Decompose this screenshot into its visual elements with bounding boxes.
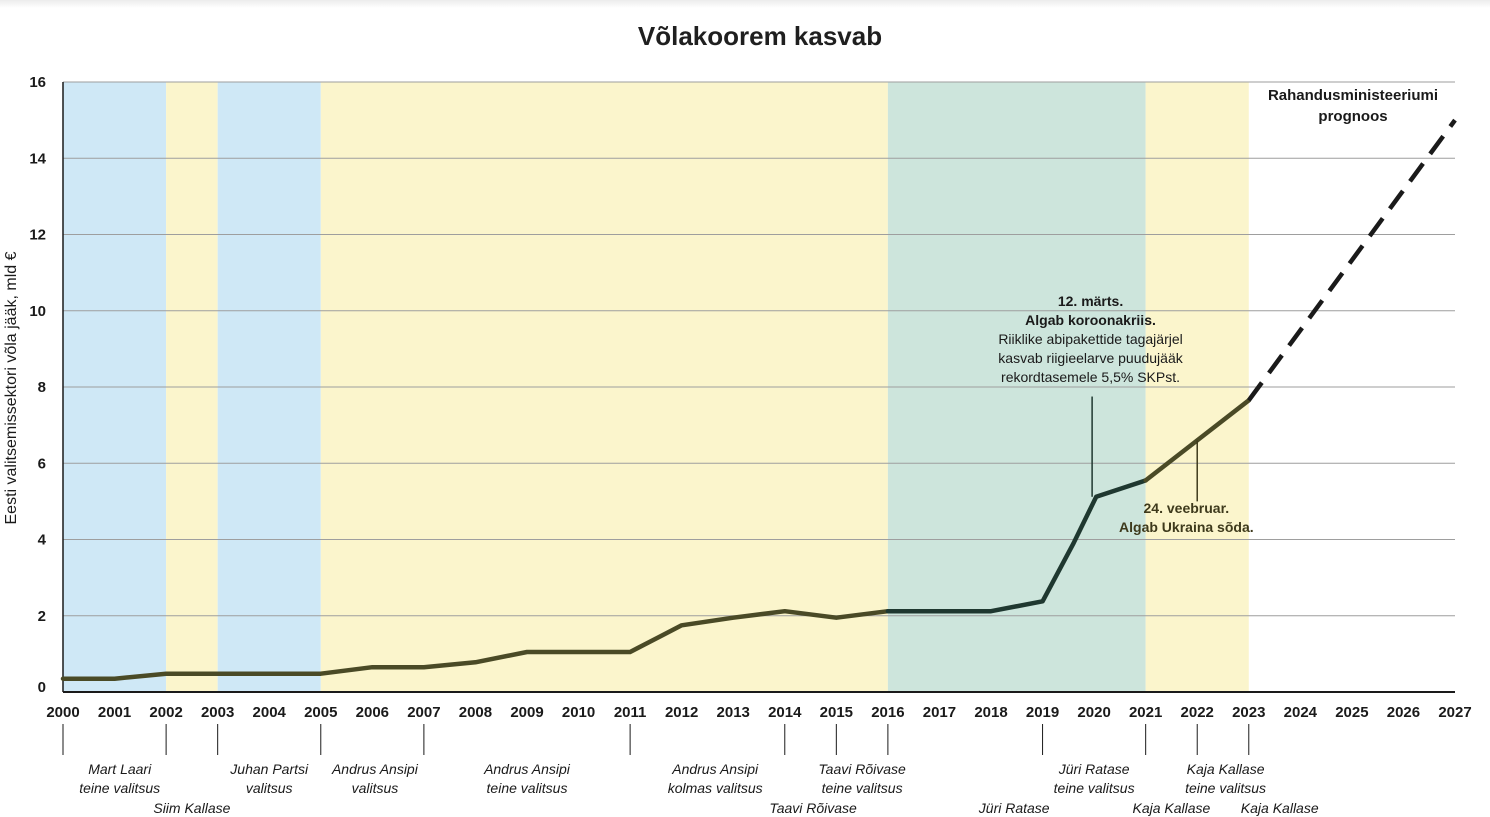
x-tick-label: 2007 [407, 704, 440, 721]
government-label: Juhan Partsi [229, 761, 309, 777]
y-tick-label: 14 [29, 150, 46, 167]
x-tick-label: 2008 [459, 704, 492, 721]
covid-annotation-line: 12. märts. [1058, 293, 1123, 309]
x-tick-label: 2018 [974, 704, 1007, 721]
y-tick-label: 4 [38, 532, 47, 549]
government-label: Kaja Kallase [1187, 761, 1265, 777]
government-label: teine valitsus [822, 780, 903, 796]
covid-annotation-line: kasvab riigieelarve puudujääk [998, 350, 1183, 366]
y-tick-label: 8 [38, 379, 46, 396]
ukraine-annotation-line: Algab Ukraina sõda. [1119, 519, 1254, 535]
x-tick-label: 2026 [1387, 704, 1420, 721]
x-tick-label: 2024 [1284, 704, 1318, 721]
government-label: Jüri Ratase [1058, 761, 1130, 777]
covid-annotation-line: Riiklike abipakettide tagajärjel [998, 331, 1182, 347]
y-axis-label: Eesti valitsemissektori võla jääk, mld € [3, 251, 20, 524]
axes: 0 2 4 6 8 10 12 14 16 2000 2001 2002 2003 2004 2005 200… [29, 74, 1471, 721]
y-tick-label: 10 [29, 303, 46, 320]
annotations: 12. märts. Algab koroonakriis. Riiklike ab… [998, 87, 1438, 535]
x-tick-label: 2019 [1026, 704, 1059, 721]
covid-annotation-line: Algab koroonakriis. [1025, 312, 1156, 328]
government-label: Taavi Rõivase [769, 800, 857, 816]
x-tick-label: 2001 [98, 704, 131, 721]
government-label: teine valitsus [1054, 780, 1135, 796]
chart-title: Võlakoorem kasvab [638, 21, 882, 51]
y-tick-label: 0 [38, 679, 46, 696]
x-tick-label: 2014 [768, 704, 802, 721]
top-shadow [0, 0, 1490, 8]
government-label: Kaja Kallase [1241, 800, 1319, 816]
gridlines [63, 81, 1455, 617]
covid-annotation-line: rekordtasemele 5,5% SKPst. [1001, 369, 1180, 385]
government-label: valitsus [246, 780, 293, 796]
debt-line-2000-2016 [60, 608, 891, 681]
x-tick-label: 2023 [1232, 704, 1265, 721]
forecast-label-line: prognoos [1318, 108, 1387, 125]
x-tick-label: 2002 [149, 704, 182, 721]
x-tick-label: 2000 [46, 704, 79, 721]
x-tick-label: 2006 [356, 704, 389, 721]
y-tick-label: 6 [38, 455, 46, 472]
government-labels: Mart Laari teine valitsus Siim Kallase Juha… [62, 724, 1319, 816]
y-tick-label: 16 [29, 74, 46, 91]
government-label: Taavi Rõivase [818, 761, 906, 777]
government-label: Siim Kallase [153, 800, 230, 816]
government-label: teine valitsus [79, 780, 160, 796]
government-label: teine valitsus [487, 780, 568, 796]
government-label: Andrus Ansipi [331, 761, 419, 777]
debt-line-2016-2021 [885, 478, 1148, 614]
x-tick-label: 2005 [304, 704, 337, 721]
x-tick-label: 2016 [871, 704, 904, 721]
government-label: teine valitsus [1185, 780, 1266, 796]
x-tick-label: 2011 [614, 704, 647, 721]
government-label: valitsus [352, 780, 399, 796]
y-tick-label: 12 [29, 227, 46, 244]
x-tick-label: 2009 [510, 704, 543, 721]
government-label: Kaja Kallase [1133, 800, 1211, 816]
x-tick-label: 2010 [562, 704, 595, 721]
x-tick-label: 2012 [665, 704, 698, 721]
government-label: Andrus Ansipi [671, 761, 759, 777]
x-tick-label: 2025 [1335, 704, 1368, 721]
forecast-dashed-line [1246, 118, 1457, 402]
x-tick-label: 2003 [201, 704, 234, 721]
ukraine-annotation-line: 24. veebruar. [1144, 500, 1230, 516]
government-label: Mart Laari [88, 761, 152, 777]
government-label: kolmas valitsus [668, 780, 763, 796]
x-tick-label: 2015 [820, 704, 853, 721]
x-tick-label: 2027 [1438, 704, 1471, 721]
x-tick-label: 2021 [1129, 704, 1162, 721]
x-tick-label: 2013 [717, 704, 750, 721]
forecast-label-line: Rahandusministeeriumi [1268, 87, 1438, 104]
y-tick-label: 2 [38, 608, 46, 625]
government-label: Andrus Ansipi [483, 761, 571, 777]
x-tick-label: 2004 [253, 704, 287, 721]
x-tick-label: 2020 [1077, 704, 1110, 721]
x-tick-label: 2017 [923, 704, 956, 721]
x-tick-label: 2022 [1181, 704, 1214, 721]
government-label: Jüri Ratase [978, 800, 1050, 816]
